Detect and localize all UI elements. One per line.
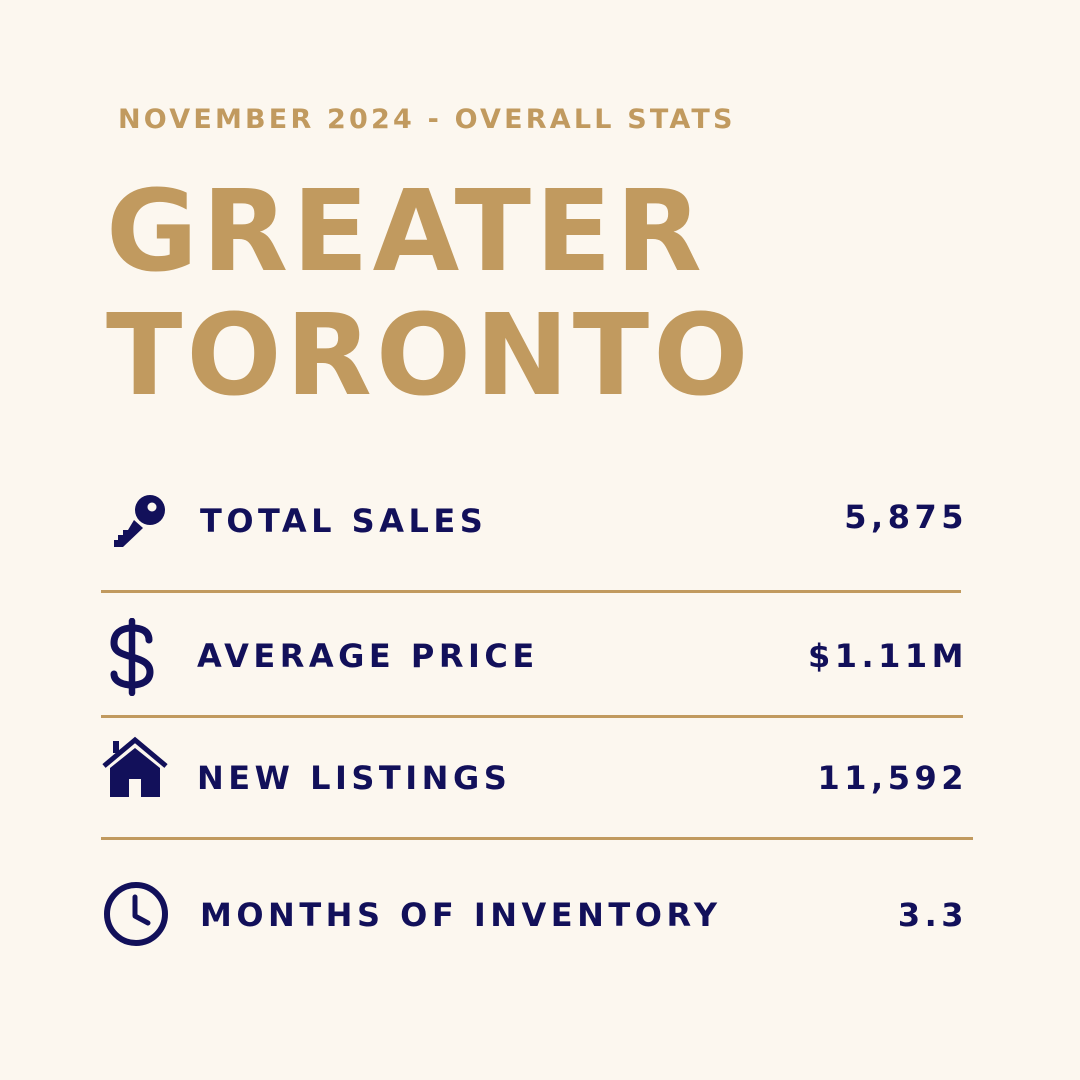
stat-label-total-sales: TOTAL SALES	[200, 502, 488, 540]
divider	[101, 715, 963, 718]
title-line-1: GREATER	[106, 167, 706, 297]
title-line-2: TORONTO	[106, 291, 753, 421]
key-icon	[114, 495, 165, 547]
stat-value-average-price: $1.11M	[807, 637, 968, 675]
subtitle: NOVEMBER 2024 - OVERALL STATS	[118, 104, 736, 135]
dollar-icon	[110, 618, 154, 696]
house-icon	[102, 736, 168, 797]
clock-icon	[104, 882, 168, 946]
stat-label-new-listings: NEW LISTINGS	[197, 759, 512, 797]
stat-value-months-of-inventory: 3.3	[897, 896, 968, 934]
stat-value-total-sales: 5,875	[844, 498, 968, 536]
stat-label-months-of-inventory: MONTHS OF INVENTORY	[200, 896, 722, 934]
divider	[101, 590, 961, 593]
stat-label-average-price: AVERAGE PRICE	[197, 637, 539, 675]
stat-value-new-listings: 11,592	[817, 759, 968, 797]
divider	[101, 837, 973, 840]
